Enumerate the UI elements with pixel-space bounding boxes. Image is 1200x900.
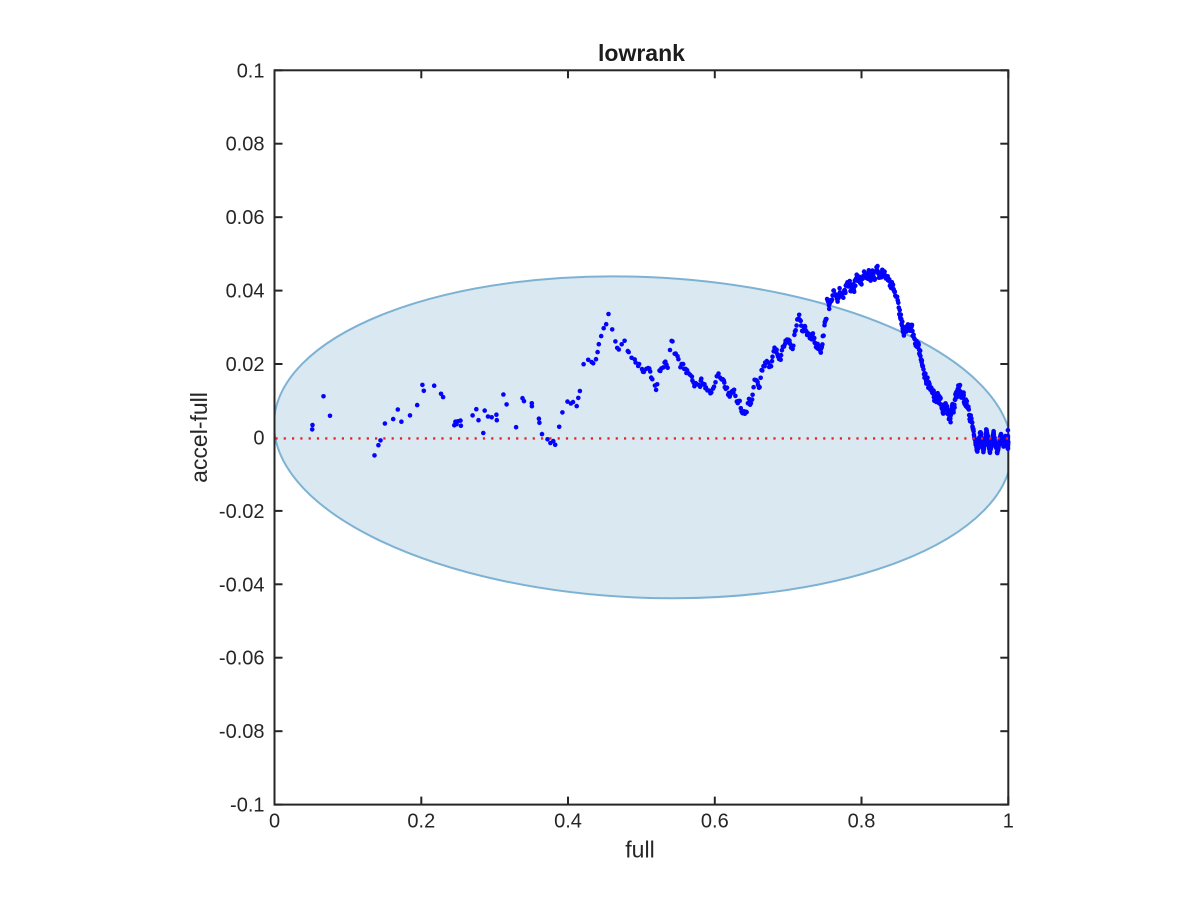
svg-text:0.1: 0.1 bbox=[237, 60, 265, 82]
svg-text:accel-full: accel-full bbox=[186, 392, 212, 483]
svg-text:full: full bbox=[625, 837, 654, 863]
svg-text:0.02: 0.02 bbox=[226, 354, 265, 376]
svg-text:1: 1 bbox=[1003, 811, 1014, 833]
svg-text:0.6: 0.6 bbox=[701, 811, 729, 833]
svg-text:-0.06: -0.06 bbox=[219, 648, 265, 670]
svg-text:-0.04: -0.04 bbox=[219, 574, 265, 596]
svg-text:0.06: 0.06 bbox=[226, 207, 265, 229]
svg-text:0: 0 bbox=[253, 427, 264, 449]
svg-text:0.08: 0.08 bbox=[226, 134, 265, 156]
svg-text:-0.02: -0.02 bbox=[219, 501, 265, 523]
svg-text:0.4: 0.4 bbox=[554, 811, 582, 833]
svg-text:0.2: 0.2 bbox=[407, 811, 435, 833]
svg-text:0.04: 0.04 bbox=[226, 281, 265, 303]
svg-text:0.8: 0.8 bbox=[848, 811, 876, 833]
svg-text:0: 0 bbox=[269, 811, 280, 833]
svg-text:-0.08: -0.08 bbox=[219, 721, 265, 743]
svg-text:-0.1: -0.1 bbox=[230, 795, 264, 817]
svg-text:lowrank: lowrank bbox=[598, 40, 685, 66]
